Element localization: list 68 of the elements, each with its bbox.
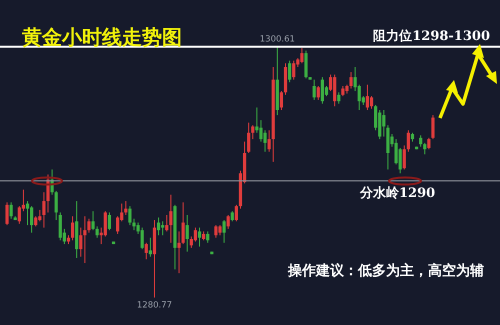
candlestick bbox=[128, 206, 132, 226]
candlestick bbox=[431, 114, 435, 140]
candlestick bbox=[132, 218, 136, 231]
candlestick bbox=[38, 209, 42, 222]
candlestick bbox=[370, 96, 374, 110]
candlestick bbox=[182, 202, 185, 245]
candlestick bbox=[263, 130, 267, 152]
candlestick bbox=[251, 124, 254, 140]
candlestick bbox=[316, 85, 320, 100]
candlestick bbox=[54, 190, 58, 221]
candlestick bbox=[194, 227, 198, 242]
candlestick bbox=[58, 212, 62, 241]
candlestick bbox=[124, 200, 128, 216]
candlestick bbox=[280, 90, 284, 111]
candlestick bbox=[234, 204, 238, 222]
candlestick bbox=[341, 85, 344, 97]
candlestick bbox=[382, 110, 386, 138]
candlestick bbox=[312, 79, 316, 100]
candlestick bbox=[186, 214, 189, 252]
candlestick bbox=[320, 76, 324, 104]
candlestick bbox=[177, 230, 181, 274]
candlestick bbox=[259, 120, 263, 142]
annotation: 操作建议：低多为主，高空为辅 bbox=[287, 262, 484, 279]
candlestick bbox=[34, 216, 38, 227]
ref-line-label: 阻力位1298-1300 bbox=[373, 28, 490, 44]
candlestick bbox=[18, 206, 21, 224]
candlestick bbox=[83, 216, 86, 264]
candlestick bbox=[427, 137, 430, 150]
candlestick bbox=[116, 216, 120, 234]
candlestick bbox=[161, 220, 164, 236]
candlestick bbox=[206, 230, 210, 244]
candlestick bbox=[70, 216, 74, 241]
candlestick bbox=[337, 92, 340, 104]
candlestick bbox=[300, 48, 304, 64]
candlestick bbox=[104, 210, 107, 237]
candlestick bbox=[247, 122, 250, 154]
text: 黄金小时线走势图 bbox=[21, 25, 182, 49]
candlestick bbox=[406, 130, 410, 152]
candlestick bbox=[108, 212, 112, 231]
candlestick bbox=[5, 202, 9, 226]
candlestick bbox=[169, 194, 172, 244]
candlestick bbox=[419, 134, 422, 148]
candlestick bbox=[349, 72, 353, 90]
candlestick bbox=[10, 202, 13, 220]
candlestick bbox=[230, 210, 234, 222]
candlestick bbox=[79, 227, 82, 258]
candlestick bbox=[42, 192, 46, 228]
candlestick bbox=[26, 200, 30, 226]
candlestick bbox=[423, 142, 426, 155]
candlestick bbox=[292, 60, 296, 80]
candlestick bbox=[165, 214, 168, 232]
candlestick bbox=[214, 224, 218, 238]
candlestick bbox=[144, 242, 148, 260]
annotation: 1280.77 bbox=[136, 300, 172, 311]
candlestick bbox=[268, 130, 271, 152]
candlestick bbox=[366, 84, 370, 111]
candlestick bbox=[87, 218, 91, 234]
candlestick bbox=[30, 206, 34, 234]
annotation: 1300.61 bbox=[260, 34, 295, 45]
ref-line-label: 分水岭1290 bbox=[359, 186, 436, 201]
candlestick bbox=[226, 214, 230, 230]
candlestick bbox=[156, 217, 160, 236]
candlestick bbox=[398, 147, 402, 174]
candlestick bbox=[402, 144, 406, 170]
candlestick bbox=[288, 60, 292, 83]
candlestick bbox=[222, 220, 226, 244]
candlestick bbox=[140, 227, 144, 250]
candlestick bbox=[91, 210, 95, 231]
